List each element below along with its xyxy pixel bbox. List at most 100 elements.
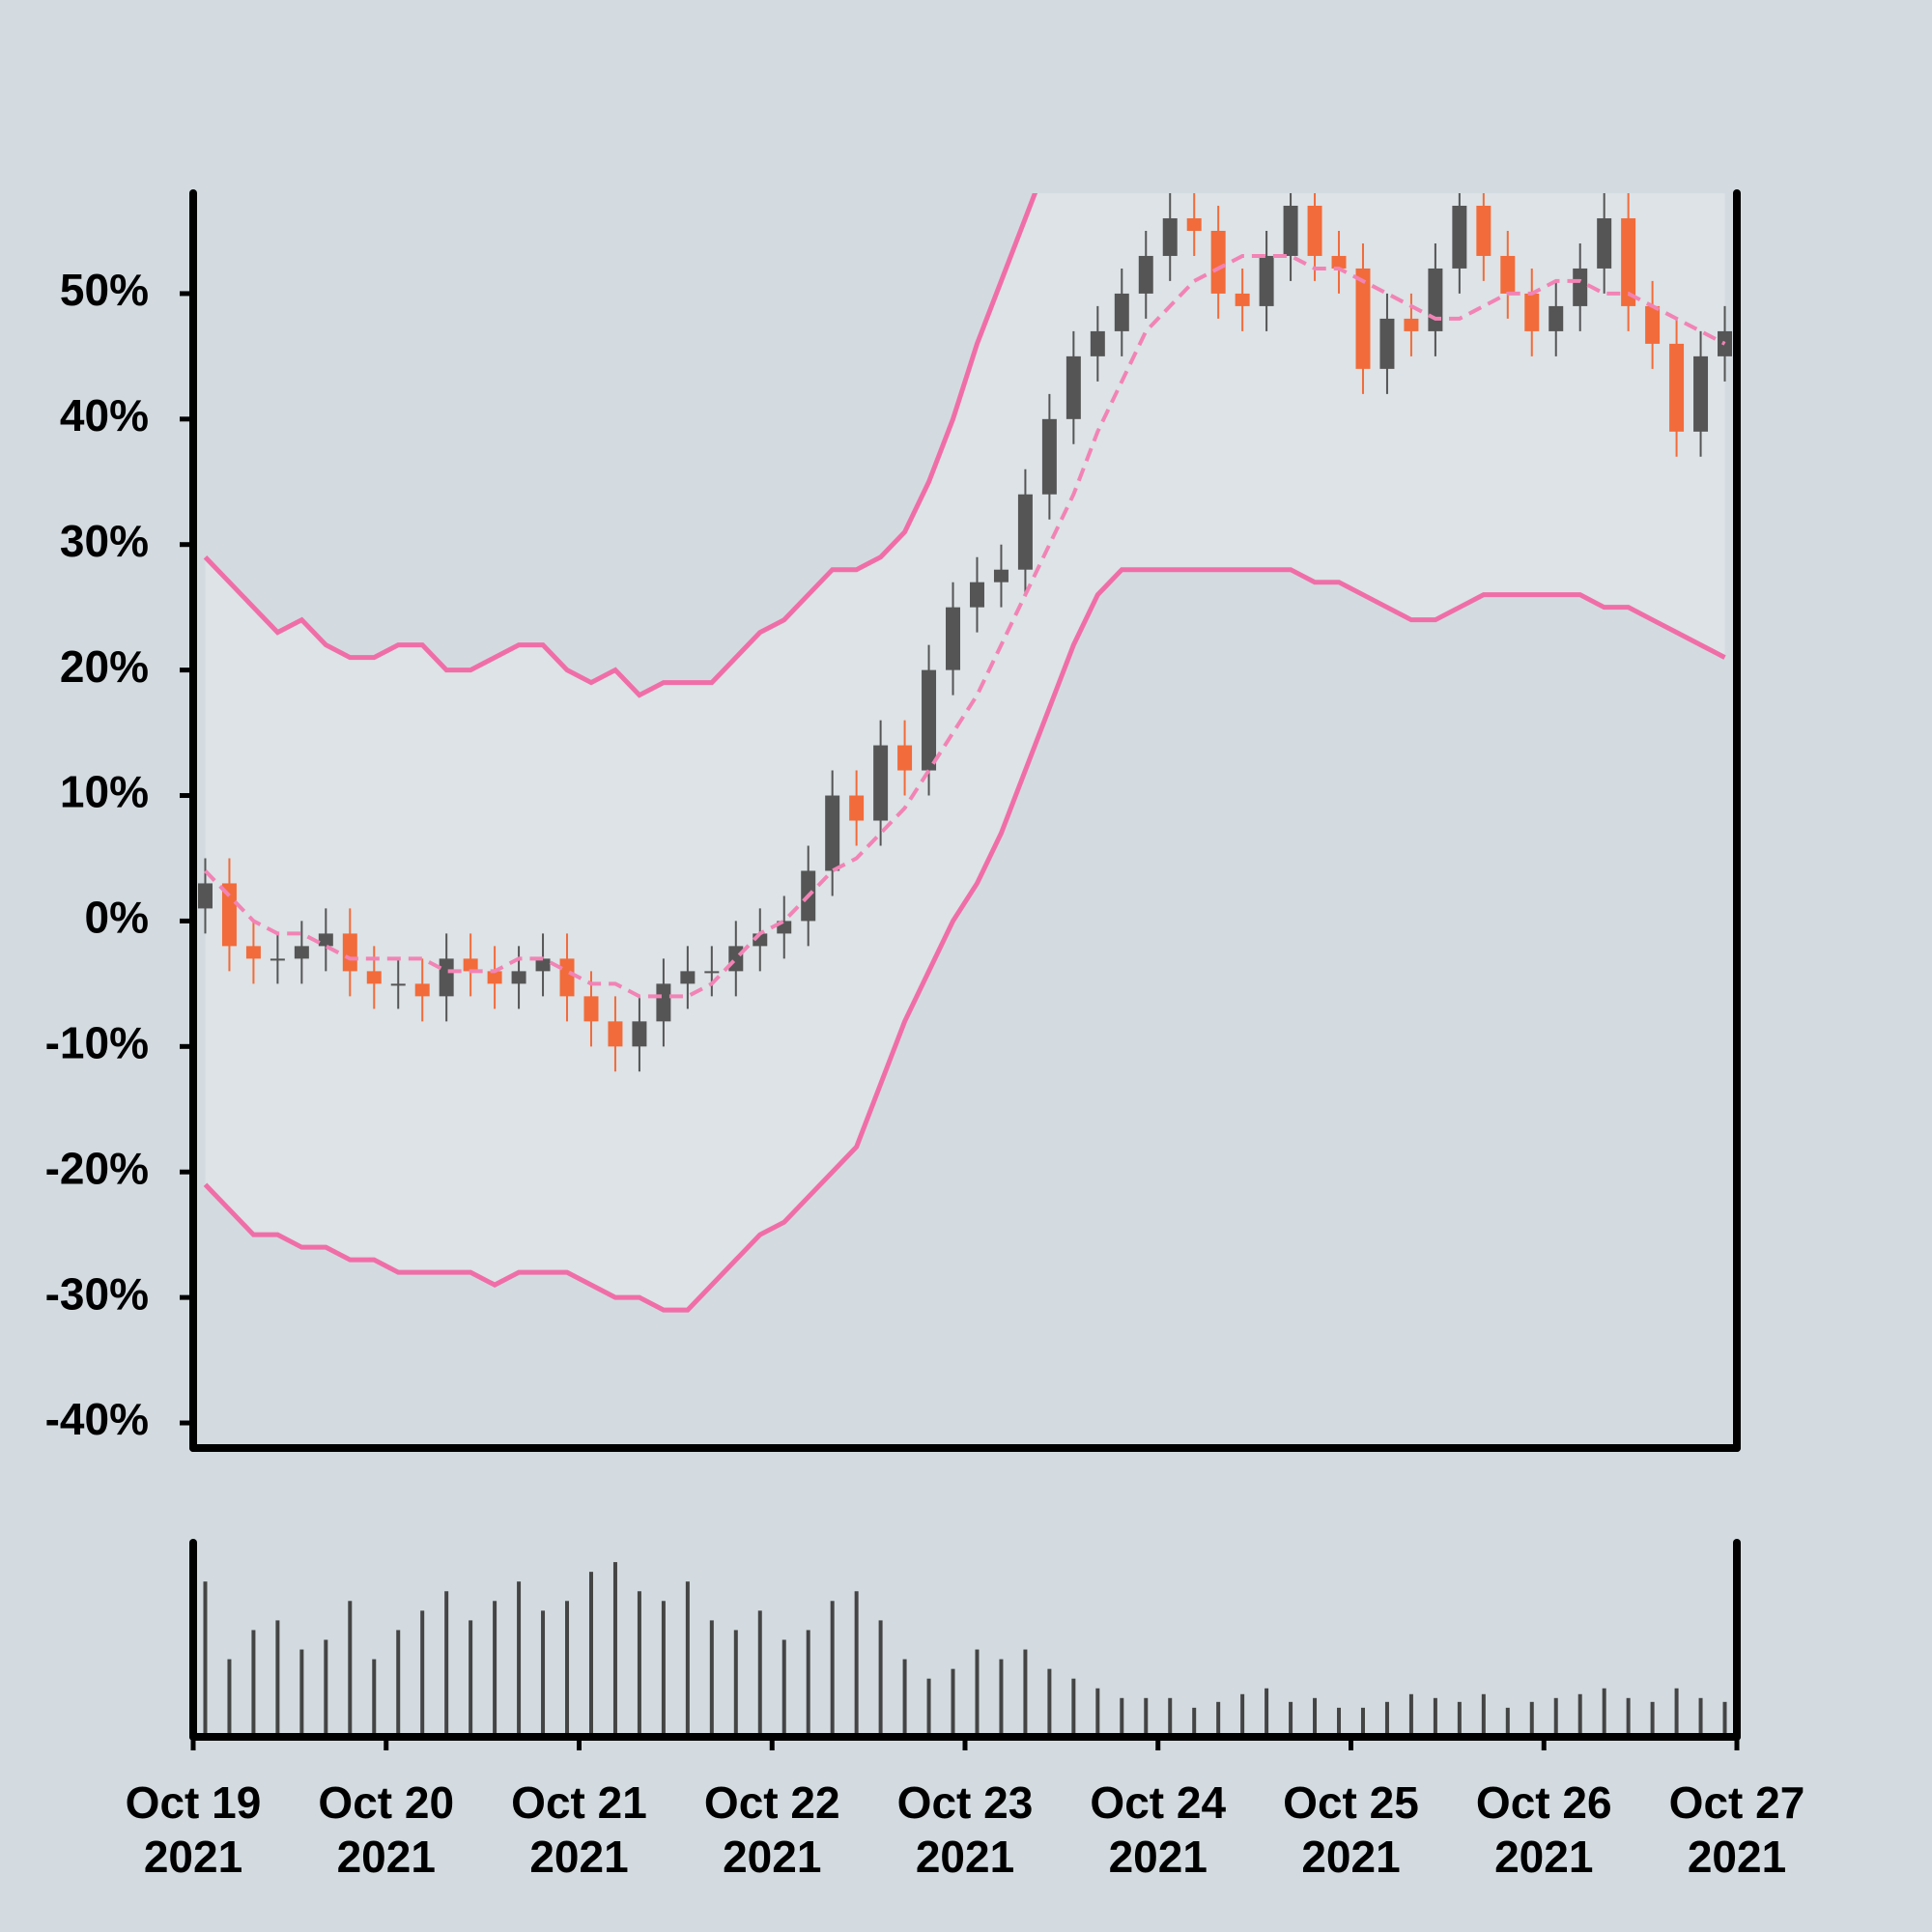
volume-bar	[1192, 1707, 1197, 1737]
candle-body	[463, 958, 478, 972]
volume-bar	[1457, 1701, 1462, 1737]
candle-body	[1500, 255, 1516, 294]
x-tick-label: Oct 21 2021	[511, 1777, 647, 1882]
candle-body	[1114, 293, 1129, 331]
candle-body	[1138, 255, 1153, 294]
volume-bar	[1216, 1701, 1221, 1737]
candle-body	[1452, 205, 1467, 269]
candle-body	[1041, 418, 1057, 495]
volume-bar	[372, 1659, 377, 1737]
candle-body	[825, 795, 840, 871]
candle-body	[583, 996, 599, 1022]
y-tick-label: -20%	[45, 1143, 149, 1193]
x-tick-label: Oct 25 2021	[1283, 1777, 1419, 1882]
axes: -40% -30% -20% -10% 0% 10% 20% 30% 40% 50%	[45, 189, 1741, 1750]
volume-bar	[1602, 1688, 1606, 1737]
volume-bar	[275, 1620, 280, 1737]
volume-panel	[203, 1562, 1727, 1737]
candle-body	[946, 607, 961, 670]
y-tick-label: 40%	[60, 390, 149, 440]
candle-body	[1548, 305, 1564, 331]
candle-body	[414, 983, 430, 997]
plot-area	[197, 193, 1733, 1313]
candle-body	[559, 958, 575, 997]
candle-body	[1283, 205, 1298, 256]
x-tick-label: Oct 22 2021	[703, 1777, 840, 1882]
x-tick-label: Oct 24 2021	[1090, 1777, 1227, 1882]
volume-bar	[588, 1572, 593, 1737]
volume-bar	[757, 1610, 762, 1737]
volume-bar	[1577, 1693, 1582, 1737]
candle-body	[1597, 217, 1612, 269]
volume-bar	[975, 1649, 980, 1737]
candle-body	[318, 933, 333, 947]
candle-body	[366, 971, 382, 984]
volume-bar	[612, 1562, 617, 1737]
candle-body	[1355, 268, 1371, 369]
volume-bar	[1023, 1649, 1028, 1737]
x-tick-label: Oct 26 2021	[1475, 1777, 1612, 1882]
y-tick-label: -30%	[45, 1268, 149, 1319]
candle-body	[1669, 343, 1685, 432]
volume-bar	[1071, 1678, 1076, 1737]
volume-bar	[733, 1630, 738, 1737]
candle-body	[1186, 217, 1202, 231]
x-tick-label: Oct 19 2021	[125, 1777, 262, 1882]
volume-bar	[1698, 1697, 1703, 1737]
volume-bar	[444, 1591, 449, 1737]
candle-body	[632, 1021, 647, 1047]
volume-bar	[396, 1630, 401, 1737]
volume-bar	[661, 1601, 666, 1737]
volume-bar	[1674, 1688, 1679, 1737]
candle-body	[922, 669, 937, 771]
volume-bar	[1408, 1693, 1413, 1737]
candle-body	[342, 933, 357, 972]
y-tick-label: 20%	[60, 641, 149, 692]
volume-bar	[469, 1620, 473, 1737]
candle-body	[1090, 330, 1105, 356]
candle-body	[439, 958, 454, 997]
candle-body	[993, 569, 1009, 582]
volume-bar	[517, 1581, 522, 1737]
middle-band-line	[204, 253, 1726, 999]
candle-body	[1404, 318, 1419, 331]
candle-body	[1524, 293, 1540, 331]
volume-bar	[1481, 1693, 1486, 1737]
candle-body	[1621, 217, 1636, 306]
candle-body	[1573, 268, 1588, 306]
volume-bar	[1047, 1668, 1052, 1737]
candle-body	[294, 946, 309, 959]
volume-bar	[830, 1601, 835, 1737]
volume-bar	[1529, 1701, 1534, 1737]
volume-bar	[926, 1678, 931, 1737]
volume-bar	[1168, 1697, 1173, 1737]
y-tick-label: 50%	[60, 265, 149, 315]
y-tick-label: 0%	[85, 893, 149, 943]
volume-bar	[324, 1639, 328, 1737]
candle-body	[1693, 355, 1709, 432]
volume-bar	[902, 1659, 907, 1737]
candle-body	[1379, 318, 1395, 369]
x-tick-label: Oct 20 2021	[318, 1777, 455, 1882]
volume-bar	[348, 1601, 353, 1737]
volume-bar	[1240, 1693, 1245, 1737]
volume-bar	[1650, 1701, 1655, 1737]
volume-bar	[299, 1649, 304, 1737]
volume-bar	[1384, 1701, 1389, 1737]
volume-bar	[1264, 1688, 1269, 1737]
candle-body	[245, 946, 261, 959]
y-tick-label: 30%	[60, 516, 149, 566]
candle-body	[1017, 494, 1033, 570]
candle-body	[197, 883, 213, 909]
candle-body	[1235, 293, 1250, 306]
volume-bar	[1144, 1697, 1149, 1737]
volume-bar	[420, 1610, 425, 1737]
volume-bar	[685, 1581, 690, 1737]
candle-body	[535, 958, 551, 972]
candle-body	[511, 971, 526, 984]
x-tick-label: Oct 27 2021	[1668, 1777, 1805, 1882]
volume-bar	[1722, 1701, 1727, 1737]
volume-bar	[227, 1659, 232, 1737]
candle-body	[1307, 205, 1322, 256]
